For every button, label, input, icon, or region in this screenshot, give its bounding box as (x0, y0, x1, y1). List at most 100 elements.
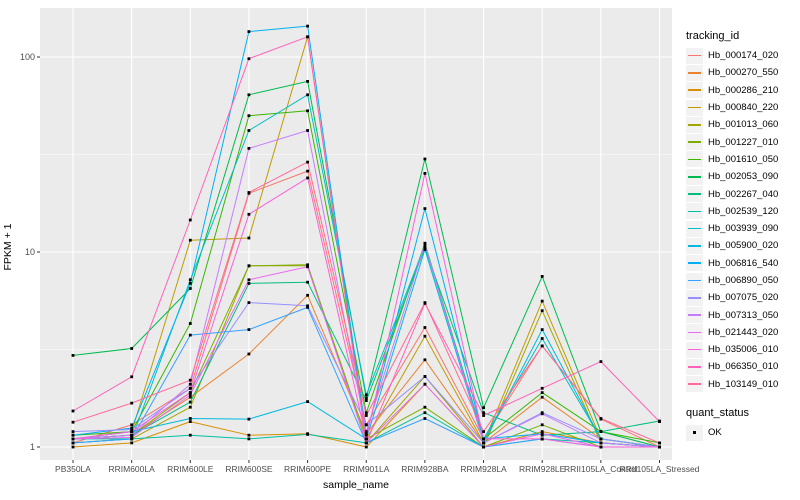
legend-key-swatch (686, 220, 703, 237)
y-axis-title: FPKM + 1 (2, 223, 14, 271)
data-point (306, 176, 309, 180)
data-point (540, 337, 544, 340)
legend-key-swatch (686, 324, 703, 341)
data-point (482, 441, 485, 445)
data-point (130, 436, 134, 439)
data-point (247, 93, 251, 97)
data-point (599, 417, 603, 420)
data-point (540, 395, 544, 399)
legend-line-icon (688, 106, 701, 109)
legend-entry-Hb_007075_020: Hb_007075_020 (686, 289, 798, 306)
legend-quant-section: quant_status OK (686, 407, 798, 441)
data-point (71, 433, 75, 437)
x-tick-label: RRIM901LA (343, 464, 390, 474)
legend-entry-label: Hb_005900_020 (708, 240, 779, 252)
data-point (130, 441, 134, 445)
legend-line-icon (688, 262, 701, 264)
legend-entry-Hb_001227_010: Hb_001227_010 (686, 133, 798, 151)
legend-entry-Hb_021443_020: Hb_021443_020 (686, 324, 798, 341)
x-tick-label: RRIM928BA (401, 464, 449, 474)
data-point (71, 420, 75, 424)
legend-line-icon (688, 210, 701, 213)
data-point (364, 414, 368, 417)
data-point (306, 169, 309, 173)
legend-entries: Hb_000174_020 Hb_000270_550 Hb_000286_210 H… (686, 47, 798, 393)
legend-line-icon (688, 175, 701, 178)
data-point (364, 432, 368, 436)
x-tick-label: RRIM928LE (519, 464, 566, 474)
data-point (188, 400, 192, 404)
x-tick-label: RRII105LA_Stressed (620, 464, 700, 474)
data-point (540, 386, 544, 390)
legend-entry-Hb_000270_550: Hb_000270_550 (686, 64, 798, 81)
legend-line-icon (688, 54, 701, 57)
legend-entry-Hb_035006_010: Hb_035006_010 (686, 341, 798, 358)
data-point (364, 396, 368, 400)
data-point (364, 437, 368, 441)
legend-entry-label: Hb_066350_010 (708, 361, 779, 373)
data-point (364, 411, 368, 415)
data-point (306, 400, 309, 403)
data-point (599, 430, 603, 433)
legend-entry-Hb_006890_050: Hb_006890_050 (686, 272, 798, 289)
data-point (306, 263, 309, 267)
data-point (188, 382, 192, 386)
quant-status-entry: OK (686, 424, 798, 441)
data-point (188, 393, 192, 397)
legend-key-swatch (686, 272, 703, 289)
legend-entry-label: Hb_001013_060 (708, 119, 779, 131)
data-point (423, 172, 427, 175)
legend-entry-label: Hb_006816_540 (708, 257, 779, 269)
data-point (71, 437, 75, 441)
data-point (364, 430, 368, 433)
data-point (247, 282, 251, 285)
data-point (306, 280, 309, 284)
legend-line-icon (688, 227, 701, 230)
legend-entry-Hb_103149_010: Hb_103149_010 (686, 376, 798, 393)
data-point (247, 147, 251, 150)
data-point (482, 414, 485, 417)
legend-key-swatch (686, 203, 703, 220)
legend-line-icon (688, 348, 701, 351)
data-point (306, 93, 309, 97)
data-point (188, 218, 192, 222)
data-point (247, 114, 251, 118)
legend-line-icon (688, 297, 701, 299)
legend-line-icon (688, 383, 701, 386)
data-point (423, 358, 427, 362)
data-point (423, 244, 427, 247)
data-point (423, 157, 427, 161)
data-point (364, 393, 368, 397)
data-point (482, 437, 485, 441)
data-point (540, 412, 544, 416)
data-point (423, 375, 427, 378)
legend-key-swatch (686, 82, 703, 99)
data-point (247, 191, 251, 194)
data-point (482, 430, 485, 433)
data-point (188, 238, 192, 242)
data-point (540, 275, 544, 278)
legend-key-swatch (686, 64, 703, 81)
data-point (423, 326, 427, 329)
legend-entry-Hb_000174_020: Hb_000174_020 (686, 47, 798, 64)
data-point (130, 430, 134, 433)
legend-entry-Hb_000840_220: Hb_000840_220 (686, 99, 798, 116)
data-point (540, 328, 544, 331)
legend-line-icon (688, 245, 701, 247)
data-point (247, 30, 251, 33)
data-point (71, 445, 75, 449)
panel-background (40, 8, 672, 460)
data-point (188, 378, 192, 382)
data-point (306, 304, 309, 308)
legend-entry-Hb_007313_050: Hb_007313_050 (686, 306, 798, 324)
legend-entry-label: Hb_003939_090 (708, 223, 779, 235)
legend-key-swatch (686, 168, 703, 185)
data-point (130, 437, 134, 441)
data-point (130, 347, 134, 350)
data-point (540, 433, 544, 437)
legend-line-icon (688, 72, 701, 74)
data-point (364, 423, 368, 427)
data-point (423, 382, 427, 386)
data-point (247, 129, 251, 132)
